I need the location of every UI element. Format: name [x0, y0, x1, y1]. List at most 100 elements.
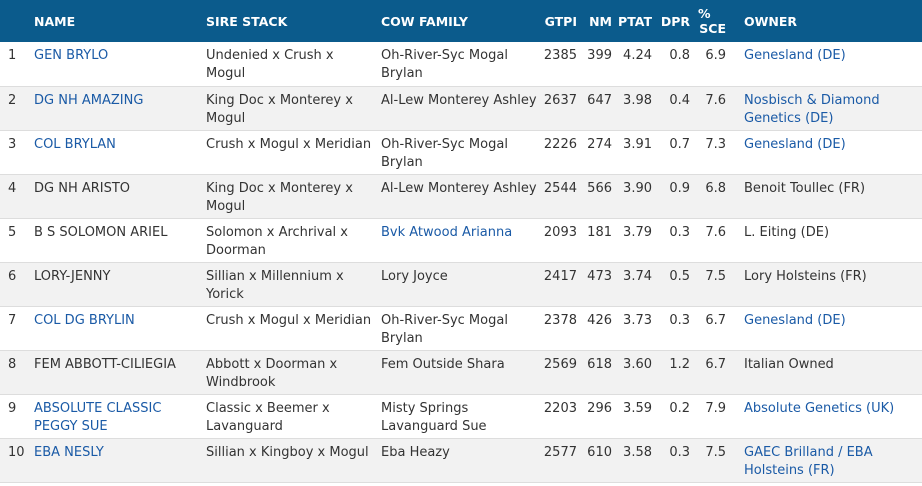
ptat-text: 3.73 [623, 312, 652, 328]
gtpi-cell: 2417 [538, 262, 581, 306]
sire-stack-cell: Sillian x Kingboy x Mogul [200, 438, 375, 482]
dpr-cell: 1.2 [656, 350, 694, 394]
owner-link[interactable]: Genesland (DE) [744, 312, 846, 328]
owner-link[interactable]: Genesland (DE) [744, 136, 846, 152]
cow-family-text: Oh-River-Syc Mogal Brylan [381, 136, 508, 170]
ptat-text: 3.91 [623, 136, 652, 152]
sce-header[interactable]: % SCE [694, 0, 730, 42]
cow-family-text: Al-Lew Monterey Ashley [381, 92, 537, 108]
sire-stack-text: Classic x Beemer x Lavanguard [206, 400, 330, 434]
sce-text: 7.5 [705, 444, 726, 460]
gtpi-header[interactable]: GTPI [544, 13, 577, 29]
sire-stack-cell: Crush x Mogul x Meridian [200, 130, 375, 174]
bull-name-link[interactable]: DG NH AMAZING [34, 92, 144, 108]
sire-stack-cell: Abbott x Doorman x Windbrook [200, 350, 375, 394]
sce-cell: 7.6 [694, 218, 730, 262]
rank-text: 5 [8, 224, 17, 240]
owner-text: Benoit Toullec (FR) [744, 180, 866, 196]
owner-cell[interactable]: GAEC Brilland / EBA Holsteins (FR) [730, 438, 922, 482]
gtpi-text: 2203 [543, 400, 577, 416]
cow-family-text: Oh-River-Syc Mogal Brylan [381, 312, 508, 346]
owner-cell[interactable]: Genesland (DE) [730, 130, 922, 174]
owner-cell[interactable]: Nosbisch & Diamond Genetics (DE) [730, 86, 922, 130]
bull-name-cell[interactable]: EBA NESLY [28, 438, 200, 482]
cow-family-text: Fem Outside Shara [381, 356, 505, 372]
gtpi-cell: 2385 [538, 42, 581, 86]
rank-header [0, 0, 28, 42]
rank-cell: 8 [0, 350, 28, 394]
owner-link[interactable]: GAEC Brilland / EBA Holsteins (FR) [744, 444, 873, 478]
owner-cell[interactable]: Genesland (DE) [730, 42, 922, 86]
sire-stack-text: Crush x Mogul x Meridian [206, 312, 372, 328]
sce-text: 6.7 [705, 356, 726, 372]
rank-text: 1 [8, 48, 17, 63]
cow-family-header[interactable]: COW FAMILY [381, 13, 468, 29]
owner-cell[interactable]: Genesland (DE) [730, 306, 922, 350]
cow-family-text: Lory Joyce [381, 268, 448, 284]
sire-stack-header[interactable]: SIRE STACK [206, 13, 288, 29]
rank-cell: 5 [0, 218, 28, 262]
dpr-header[interactable]: DPR [660, 13, 690, 29]
bull-name-text: B S SOLOMON ARIEL [34, 224, 168, 240]
nm-cell: 399 [581, 42, 616, 86]
dpr-cell: 0.4 [656, 86, 694, 130]
ptat-cell: 3.90 [616, 174, 656, 218]
dpr-text: 0.7 [669, 136, 690, 152]
gtpi-cell: 2378 [538, 306, 581, 350]
gtpi-cell: 2203 [538, 394, 581, 438]
sce-cell: 6.9 [694, 42, 730, 86]
nm-text: 296 [587, 400, 612, 416]
bull-name-cell[interactable]: DG NH AMAZING [28, 86, 200, 130]
sire-stack-cell: Classic x Beemer x Lavanguard [200, 394, 375, 438]
owner-cell: L. Eiting (DE) [730, 218, 922, 262]
sce-cell: 6.7 [694, 350, 730, 394]
cow-family-link[interactable]: Bvk Atwood Arianna [381, 224, 513, 240]
ptat-cell: 3.91 [616, 130, 656, 174]
sce-header-line2: SCE [699, 21, 726, 36]
gtpi-text: 2385 [543, 48, 577, 63]
bull-name-link[interactable]: COL DG BRYLIN [34, 312, 135, 328]
bull-name-cell[interactable]: ABSOLUTE CLASSIC PEGGY SUE [28, 394, 200, 438]
bull-name-cell[interactable]: GEN BRYLO [28, 42, 200, 86]
sce-cell: 7.3 [694, 130, 730, 174]
sire-stack-cell: King Doc x Monterey x Mogul [200, 174, 375, 218]
owner-link[interactable]: Genesland (DE) [744, 48, 846, 63]
cow-family-cell: Fem Outside Shara [375, 350, 538, 394]
table-row: 6 LORY-JENNY Sillian x Millennium x Yorick… [0, 262, 922, 306]
rank-text: 4 [8, 180, 17, 196]
dpr-cell: 0.3 [656, 438, 694, 482]
owner-header[interactable]: OWNER [744, 13, 798, 29]
bull-name-link[interactable]: COL BRYLAN [34, 136, 116, 152]
rank-cell: 1 [0, 42, 28, 86]
cow-family-cell[interactable]: Bvk Atwood Arianna [375, 218, 538, 262]
name-header[interactable]: NAME [34, 13, 76, 29]
sce-text: 7.6 [705, 224, 726, 240]
gtpi-cell: 2544 [538, 174, 581, 218]
ptat-header[interactable]: PTAT [618, 13, 652, 29]
dpr-text: 0.3 [669, 224, 690, 240]
rank-text: 3 [8, 136, 17, 152]
sire-stack-text: Solomon x Archrival x Doorman [206, 224, 348, 258]
gtpi-cell: 2637 [538, 86, 581, 130]
nm-header[interactable]: NM [589, 13, 612, 29]
ptat-cell: 3.60 [616, 350, 656, 394]
sce-cell: 6.8 [694, 174, 730, 218]
ptat-cell: 4.24 [616, 42, 656, 86]
bull-name-cell[interactable]: COL BRYLAN [28, 130, 200, 174]
bull-name-link[interactable]: GEN BRYLO [34, 48, 109, 63]
owner-text: L. Eiting (DE) [744, 224, 830, 240]
nm-cell: 274 [581, 130, 616, 174]
rank-text: 8 [8, 356, 17, 372]
bull-name-cell[interactable]: COL DG BRYLIN [28, 306, 200, 350]
gtpi-cell: 2226 [538, 130, 581, 174]
sce-header-line1: % [698, 6, 711, 21]
bull-name-link[interactable]: ABSOLUTE CLASSIC PEGGY SUE [34, 400, 162, 434]
bull-name-text: LORY-JENNY [34, 268, 111, 284]
owner-link[interactable]: Absolute Genetics (UK) [744, 400, 895, 416]
dpr-text: 0.3 [669, 444, 690, 460]
bull-name-link[interactable]: EBA NESLY [34, 444, 104, 460]
owner-link[interactable]: Nosbisch & Diamond Genetics (DE) [744, 92, 880, 126]
sire-stack-text: King Doc x Monterey x Mogul [206, 92, 353, 126]
owner-cell[interactable]: Absolute Genetics (UK) [730, 394, 922, 438]
sce-text: 7.9 [705, 400, 726, 416]
